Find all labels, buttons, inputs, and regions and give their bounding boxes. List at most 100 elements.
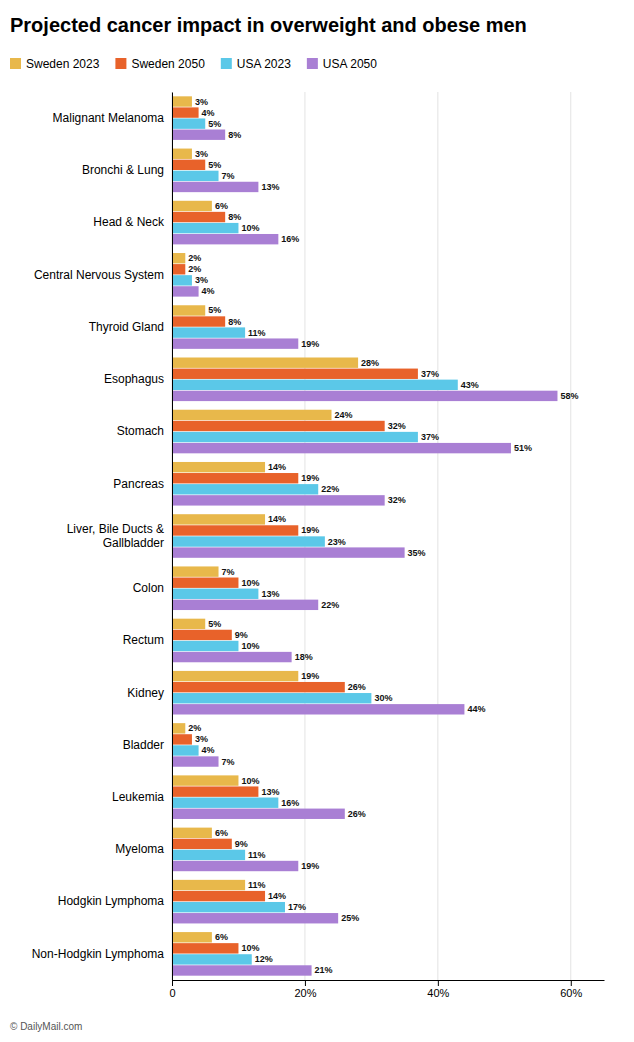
data-label: 19% xyxy=(301,671,319,681)
data-label: 6% xyxy=(215,201,228,211)
tick-label: 20% xyxy=(294,987,316,999)
tick-label: Thyroid Gland xyxy=(89,320,164,334)
data-label: 3% xyxy=(195,97,208,107)
data-label: 35% xyxy=(408,548,426,558)
tick: Malignant Melanoma xyxy=(53,111,165,125)
data-label: 44% xyxy=(467,704,485,714)
bar xyxy=(172,839,232,849)
data-label: 5% xyxy=(208,160,221,170)
bar xyxy=(172,130,225,140)
data-label: 14% xyxy=(268,462,286,472)
data-label: 7% xyxy=(222,757,235,767)
tick: Kidney xyxy=(127,686,164,700)
data-label: 30% xyxy=(374,693,392,703)
tick: Colon xyxy=(133,581,164,595)
tick-label-line: Liver, Bile Ducts & xyxy=(67,522,164,536)
tick-label: Kidney xyxy=(127,686,164,700)
bar xyxy=(172,880,245,890)
legend-swatch xyxy=(307,58,318,69)
data-label: 8% xyxy=(228,212,241,222)
series-bars xyxy=(172,118,458,964)
data-label: 4% xyxy=(202,108,215,118)
tick: Rectum xyxy=(123,633,164,647)
data-label: 9% xyxy=(235,839,248,849)
data-label: 37% xyxy=(421,432,439,442)
data-label: 3% xyxy=(195,149,208,159)
grid xyxy=(172,92,571,980)
bar xyxy=(172,212,225,222)
bar xyxy=(172,798,278,808)
tick: Stomach xyxy=(117,424,164,438)
data-label: 19% xyxy=(301,339,319,349)
bar xyxy=(172,369,418,379)
data-label: 8% xyxy=(228,130,241,140)
data-label: 23% xyxy=(328,537,346,547)
bar xyxy=(172,589,258,599)
bar xyxy=(172,850,245,860)
data-label: 28% xyxy=(361,358,379,368)
tick: Non-Hodgkin Lymphoma xyxy=(32,947,165,961)
x-axis: 020%40%60% xyxy=(169,980,604,999)
data-label: 32% xyxy=(388,495,406,505)
tick-label: Colon xyxy=(133,581,164,595)
tick-mark xyxy=(438,980,439,986)
bar xyxy=(172,264,185,274)
bar xyxy=(172,473,298,483)
data-label: 5% xyxy=(208,119,221,129)
bar xyxy=(172,171,219,181)
bar xyxy=(172,641,238,651)
data-label: 19% xyxy=(301,861,319,871)
bar xyxy=(172,327,245,337)
tick: 40% xyxy=(427,980,449,999)
bar xyxy=(172,484,318,494)
bar xyxy=(172,495,385,505)
data-label: 21% xyxy=(315,965,333,975)
data-label: 22% xyxy=(321,484,339,494)
tick: Central Nervous System xyxy=(34,268,164,282)
data-label: 14% xyxy=(268,891,286,901)
bar xyxy=(172,223,238,233)
bar xyxy=(172,828,212,838)
bar xyxy=(172,943,238,953)
data-label: 19% xyxy=(301,525,319,535)
bar xyxy=(172,234,278,244)
tick-label: Stomach xyxy=(117,424,164,438)
bar xyxy=(172,338,298,348)
bar xyxy=(172,600,318,610)
tick: Liver, Bile Ducts &Gallbladder xyxy=(67,522,164,550)
bar xyxy=(172,745,199,755)
bar xyxy=(172,756,219,766)
grid-line xyxy=(437,92,438,980)
bars xyxy=(172,96,557,975)
tick: Hodgkin Lymphoma xyxy=(58,894,165,908)
series-bars xyxy=(172,107,418,953)
data-label: 18% xyxy=(295,652,313,662)
data-label: 10% xyxy=(241,578,259,588)
data-label: 26% xyxy=(348,682,366,692)
data-label: 7% xyxy=(222,171,235,181)
bar xyxy=(172,305,205,315)
bar xyxy=(172,201,212,211)
tick-label: Central Nervous System xyxy=(34,268,164,282)
bar xyxy=(172,566,219,576)
tick-label: Bladder xyxy=(123,738,164,752)
data-label: 4% xyxy=(202,286,215,296)
bar xyxy=(172,316,225,326)
legend-label: Sweden 2050 xyxy=(131,57,205,71)
data-label: 3% xyxy=(195,275,208,285)
data-label: 2% xyxy=(188,264,201,274)
data-label: 51% xyxy=(514,443,532,453)
annotation: © DailyMail.com xyxy=(10,1021,82,1032)
data-label: 6% xyxy=(215,828,228,838)
bar xyxy=(172,432,418,442)
data-label: 7% xyxy=(222,567,235,577)
bar xyxy=(172,932,212,942)
tick: 20% xyxy=(294,980,316,999)
bar xyxy=(172,286,199,296)
legend-item: USA 2050 xyxy=(307,57,377,71)
title: Projected cancer impact in overweight an… xyxy=(10,14,527,36)
tick: Leukemia xyxy=(112,790,164,804)
bar xyxy=(172,96,192,106)
tick: Bronchi & Lung xyxy=(82,163,164,177)
data-label: 12% xyxy=(255,954,273,964)
